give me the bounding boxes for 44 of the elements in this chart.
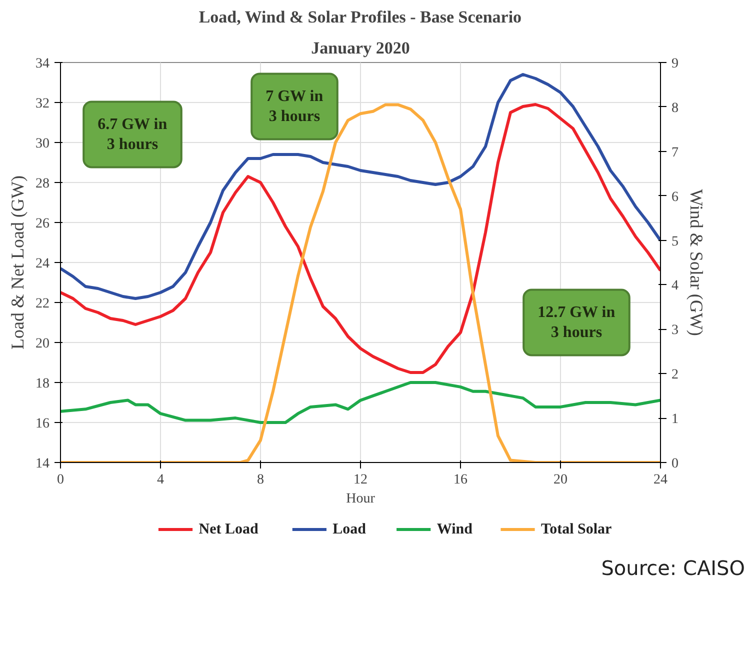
- y-tick-label: 14: [36, 456, 50, 472]
- y2-tick-label: 9: [672, 56, 678, 72]
- y2-tick-label: 0: [672, 456, 678, 472]
- y2-tick-label: 6: [672, 190, 678, 205]
- line-series: [60, 381, 660, 424]
- y2-tick-label: 4: [672, 278, 678, 294]
- x-tick-label: 16: [454, 472, 468, 488]
- y-tick-label: 18: [36, 376, 50, 392]
- line-series: [60, 103, 660, 374]
- y-tick-label: 22: [36, 296, 50, 312]
- y-axis-title: Load & Net Load (GW): [8, 176, 28, 350]
- chart-title: Load, Wind & Solar Profiles - Base Scenario: [198, 8, 522, 26]
- x-tick-label: 20: [554, 472, 568, 488]
- y2-axis-title: Wind & Solar (GW): [686, 189, 706, 336]
- x-tick-label: 12: [354, 472, 368, 488]
- x-tick-label: 8: [257, 472, 264, 488]
- line-series: [60, 73, 660, 300]
- legend-label: Wind: [436, 522, 474, 538]
- annotation: 6.7 GW in 3 hours: [98, 116, 168, 154]
- x-axis-title: Hour: [346, 492, 376, 506]
- y-tick-label: 20: [36, 336, 50, 352]
- y-tick-label: 24: [36, 256, 50, 272]
- annotation: 12.7 GW in 3 hours: [538, 304, 616, 342]
- y2-tick-label: 1: [672, 412, 678, 428]
- y2-tick-label: 5: [672, 234, 678, 250]
- legend-label: Net Load: [198, 522, 259, 538]
- annotation: 7 GW in 3 hours: [266, 88, 324, 126]
- y2-tick-label: 2: [672, 368, 678, 383]
- x-tick-label: 4: [157, 472, 164, 488]
- chart-subtitle: January 2020: [311, 38, 410, 58]
- source-note: Source: CAISO: [601, 555, 745, 582]
- y2-tick-label: 3: [672, 323, 678, 338]
- legend-label: Total Solar: [541, 522, 612, 538]
- y-tick-label: 28: [36, 176, 50, 192]
- legend-label: Load: [332, 522, 367, 538]
- y-tick-label: 32: [36, 96, 50, 112]
- y2-tick-label: 7: [672, 145, 678, 160]
- y-tick-label: 30: [36, 136, 50, 152]
- y-tick-label: 26: [36, 216, 50, 232]
- y-tick-label: 16: [36, 416, 50, 432]
- y2-tick-label: 8: [672, 100, 678, 116]
- y-tick-label: 34: [36, 56, 50, 72]
- x-tick-label: 24: [654, 472, 668, 488]
- x-tick-label: 0: [57, 472, 64, 488]
